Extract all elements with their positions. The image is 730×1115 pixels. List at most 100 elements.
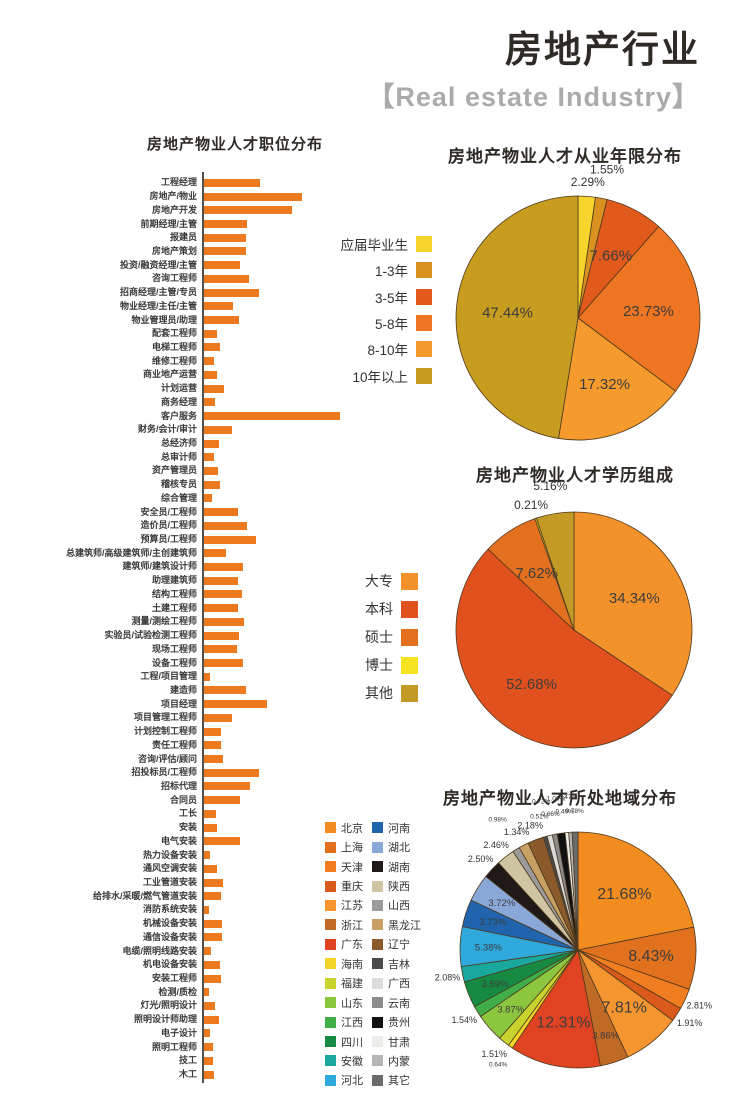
bar-row: 稽核专员 — [60, 478, 410, 492]
legend-label: 广东 — [341, 939, 363, 952]
pie-region-title: 房地产物业人才所处地域分布 — [443, 789, 677, 808]
bar — [204, 466, 218, 475]
legend-label: 云南 — [388, 997, 410, 1010]
bar-row: 安装 — [60, 821, 410, 835]
bar-track — [204, 562, 410, 571]
pie-label: 0.47% — [559, 794, 578, 801]
bar — [204, 398, 215, 407]
bar-row: 总审计师 — [60, 450, 410, 464]
bar-row: 照明工程师 — [60, 1040, 410, 1054]
pie-experience-title: 房地产物业人才从业年限分布 — [448, 147, 682, 166]
bar — [204, 892, 221, 901]
pie-label: 3.59% — [482, 979, 509, 990]
bar — [204, 261, 240, 270]
bar-track — [204, 741, 410, 750]
bar-label: 招投标员/工程师 — [131, 767, 197, 778]
legend-label: 硕士 — [365, 629, 393, 645]
legend-item-应届毕业生: 应届毕业生 — [300, 231, 432, 257]
legend-swatch — [325, 1036, 336, 1048]
bar-row: 照明设计师助理 — [60, 1013, 410, 1027]
bar-label: 安装工程师 — [151, 973, 197, 984]
bar-label: 配套工程师 — [151, 328, 197, 339]
bar-label: 预算员/工程师 — [140, 534, 197, 545]
legend-label: 北京 — [341, 822, 363, 835]
legend-label: 山东 — [341, 997, 363, 1010]
bar-label: 现场工程师 — [151, 643, 197, 654]
bar — [204, 727, 221, 736]
pie-slice-北京 — [577, 831, 695, 951]
pie-slice-8-10年 — [558, 317, 677, 441]
bar-track — [204, 576, 410, 585]
legend-swatch — [416, 315, 432, 332]
bar-track — [204, 755, 410, 764]
bar-label: 房地产/物业 — [149, 191, 197, 202]
legend-label: 海南 — [341, 958, 363, 971]
bar-chart-title: 房地产物业人才职位分布 — [146, 136, 323, 153]
bar-track — [204, 988, 410, 997]
bar — [204, 233, 246, 242]
bar-chart-axis-line — [202, 172, 204, 1084]
bar-track — [204, 947, 410, 956]
pie-slice-其它 — [571, 831, 579, 951]
bar-label: 电梯工程师 — [151, 341, 197, 352]
bar-row: 建造师 — [60, 684, 410, 698]
bar — [204, 933, 222, 942]
bar — [204, 494, 212, 503]
legend-label: 重庆 — [341, 881, 363, 894]
bar — [204, 604, 238, 613]
bar — [204, 755, 223, 764]
bar-row: 通风空调安装 — [60, 862, 410, 876]
bar-row: 工业管道安装 — [60, 876, 410, 890]
pie-label: 52.68% — [506, 676, 557, 693]
legend-swatch — [372, 1055, 383, 1067]
legend-label: 浙江 — [341, 919, 363, 932]
pie-label: 8.43% — [628, 948, 673, 965]
bar-row: 安装工程师 — [60, 972, 410, 986]
legend-swatch — [325, 938, 336, 950]
bar-row: 招投标员/工程师 — [60, 766, 410, 780]
bar — [204, 700, 267, 709]
legend-swatch — [372, 861, 383, 873]
bar-label: 木工 — [178, 1069, 197, 1080]
legend-label: 河北 — [341, 1075, 363, 1088]
pie-label: 3.87% — [497, 1005, 524, 1016]
bar-row: 计划运营 — [60, 382, 410, 396]
bar-track — [204, 206, 410, 215]
legend-item-10年以上: 10年以上 — [300, 362, 432, 388]
bar-label: 客户服务 — [160, 410, 197, 421]
legend-item-安徽: 安徽 — [325, 1051, 363, 1070]
bar-row: 房地产开发 — [60, 203, 410, 217]
pie-slice-其他 — [535, 511, 575, 631]
bar — [204, 425, 232, 434]
bar-track — [204, 933, 410, 942]
legend-label: 大专 — [365, 573, 393, 589]
bar-label: 机械设备安装 — [142, 918, 197, 929]
pie-label: 2.29% — [571, 175, 605, 189]
bar-row: 测量/测绘工程师 — [60, 615, 410, 629]
bar — [204, 905, 209, 914]
pie-region-chart: 21.68% 8.43% 2.81% 1.91% 7.81% 3.86%12.31% 0.6… — [435, 794, 712, 1068]
bar-label: 照明工程师 — [151, 1041, 197, 1052]
bar — [204, 412, 340, 421]
legend-item-海南: 海南 — [325, 954, 363, 973]
bar — [204, 672, 210, 681]
bar-track — [204, 343, 410, 352]
legend-swatch — [325, 1055, 336, 1067]
legend-item-辽宁: 辽宁 — [372, 935, 421, 954]
bar-label: 房地产开发 — [151, 204, 197, 215]
bar-label: 招标代理 — [160, 780, 197, 791]
bar-label: 检测/质检 — [158, 986, 197, 997]
bar — [204, 686, 246, 695]
page-subtitle: 【Real estate Industry】 — [367, 81, 700, 112]
bar — [204, 617, 244, 626]
bar-track — [204, 700, 410, 709]
pie-label: 2.08% — [435, 973, 461, 983]
bar — [204, 768, 259, 777]
legend-item-陕西: 陕西 — [372, 876, 421, 895]
pie-label: 0.49% — [556, 809, 575, 816]
bar-label: 测量/测绘工程师 — [131, 616, 197, 627]
bar — [204, 1001, 215, 1010]
pie-label: 34.34% — [609, 590, 660, 607]
bar-row: 工程/项目管理 — [60, 670, 410, 684]
bar — [204, 508, 238, 517]
